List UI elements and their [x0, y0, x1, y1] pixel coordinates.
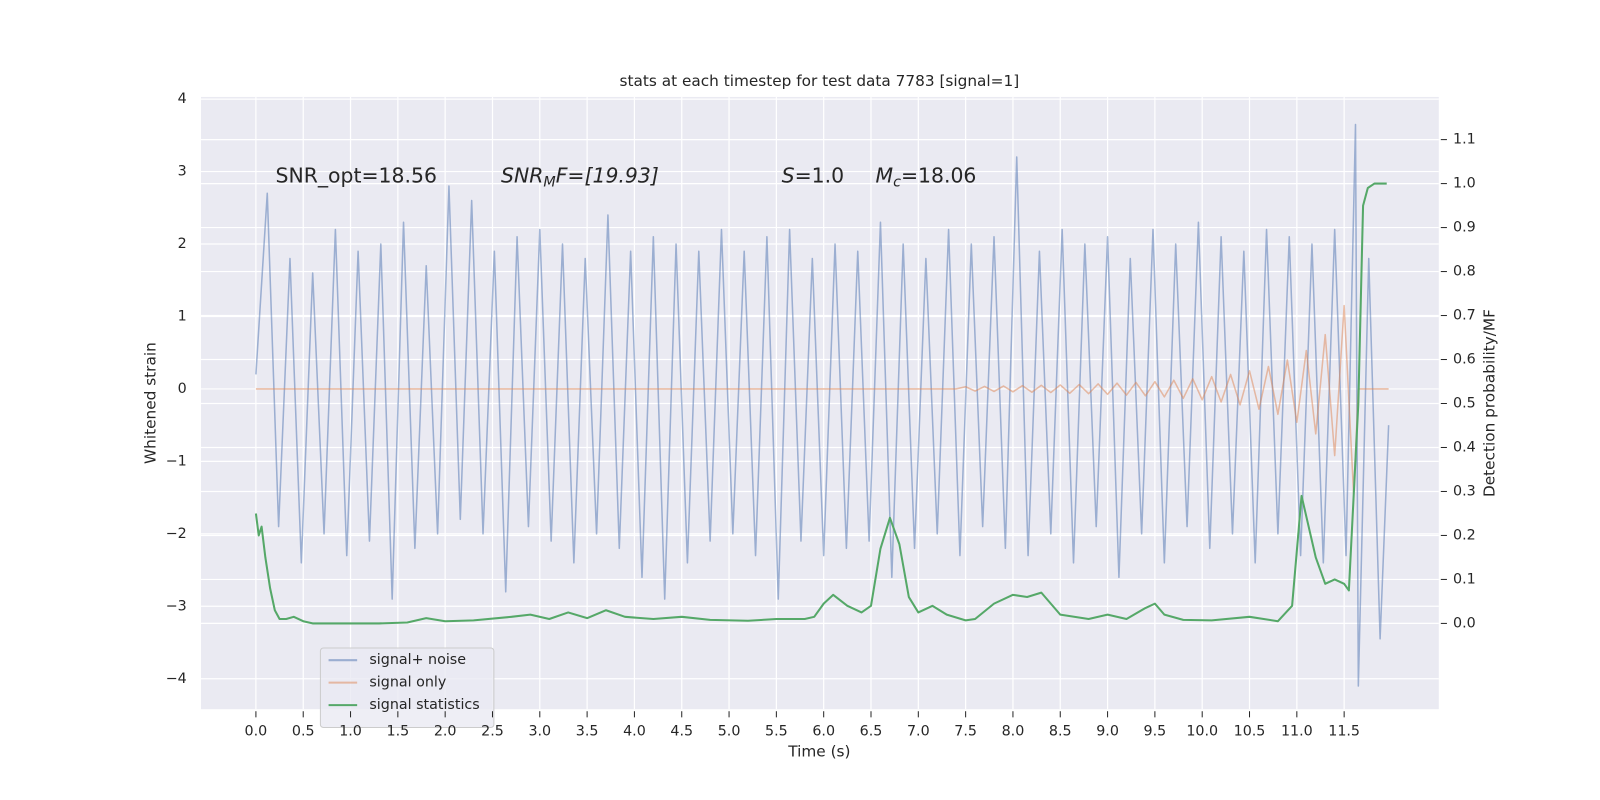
- annotation: S=1.0: [782, 164, 844, 188]
- x-tick-label: 4.0: [623, 724, 646, 740]
- annotation-part: c: [893, 175, 901, 191]
- chart-title: stats at each timestep for test data 778…: [620, 72, 1020, 90]
- x-tick-label: 7.0: [907, 724, 930, 740]
- annotation: SNRMF=[19.93]: [501, 164, 659, 191]
- x-tick-label: 6.5: [860, 724, 883, 740]
- y2-tick-label: 0.7: [1453, 308, 1476, 324]
- annotation: SNR_opt=18.56: [276, 164, 437, 189]
- y-tick-label: 1: [178, 308, 187, 324]
- annotation-part: S: [782, 164, 795, 188]
- x-tick-label: 3.5: [576, 724, 599, 740]
- series-line: [255, 304, 1389, 495]
- y-tick-label: −3: [166, 598, 187, 614]
- x-tick-label: 6.0: [812, 724, 835, 740]
- x-tick-label: 3.0: [528, 724, 551, 740]
- series-line: [254, 182, 1387, 625]
- x-tick-label: 1.0: [339, 724, 362, 740]
- x-tick-label: 2.0: [434, 724, 457, 740]
- annotation-part: M: [876, 164, 894, 188]
- x-tick-label: 5.5: [765, 724, 788, 740]
- x-tick-label: 10.5: [1234, 724, 1266, 740]
- x-tick-label: 11.5: [1328, 724, 1360, 740]
- x-tick-label: 9.0: [1096, 724, 1119, 740]
- annotation: Mc=18.06: [876, 164, 977, 191]
- legend: signal+ noise signal only signal statistic…: [319, 647, 495, 729]
- y2-tick-label: 0.2: [1453, 527, 1476, 543]
- y-tick-label: −1: [166, 453, 187, 469]
- x-tick-label: 0.5: [292, 724, 315, 740]
- y-tick-label: 0: [178, 381, 187, 397]
- annotation-part: =1.0: [795, 164, 845, 188]
- annotation-part: =18.06: [901, 164, 976, 188]
- y-tick-label: 2: [178, 236, 187, 252]
- y2-axis-label: Detection probability/MF: [1480, 309, 1498, 497]
- y-tick-label: 3: [178, 164, 187, 180]
- x-tick-label: 1.5: [387, 724, 410, 740]
- legend-label: signal+ noise: [369, 652, 466, 668]
- y2-tick-label: 0.4: [1453, 439, 1476, 455]
- y2-tick-label: 0.5: [1453, 396, 1476, 412]
- x-tick-label: 0.0: [245, 724, 268, 740]
- y2-tick-label: 0.0: [1453, 615, 1476, 631]
- annotation-part: SNR_opt=18.56: [276, 164, 437, 189]
- legend-label: signal only: [369, 675, 446, 691]
- x-tick-label: 4.5: [670, 724, 693, 740]
- x-axis-label: Time (s): [787, 743, 850, 761]
- lines: [254, 123, 1390, 687]
- x-tick-label: 8.0: [1002, 724, 1025, 740]
- legend-label: signal statistics: [369, 697, 479, 713]
- x-tick-label: 2.5: [481, 724, 504, 740]
- y2-tick-label: 1.0: [1453, 176, 1476, 192]
- x-tick-label: 5.0: [718, 724, 741, 740]
- annotation-part: M: [543, 175, 555, 191]
- x-tick-label: 8.5: [1049, 724, 1072, 740]
- x-tick-label: 7.5: [954, 724, 977, 740]
- annotations: SNR_opt=18.56 SNRMF=[19.93] S=1.0 Mc=18.06: [276, 164, 977, 191]
- y2-tick-label: 1.1: [1453, 132, 1476, 148]
- y-axis-label: Whitened strain: [142, 342, 160, 464]
- y2-tick-label: 0.3: [1453, 483, 1476, 499]
- annotation-part: F=[19.93]: [556, 164, 659, 188]
- legend-box: [319, 647, 495, 729]
- y2-tick-label: 0.6: [1453, 352, 1476, 368]
- y-tick-label: −4: [166, 671, 187, 687]
- annotation-part: SNR: [501, 164, 543, 188]
- y2-tick-label: 0.1: [1453, 571, 1476, 587]
- y-tick-label: 4: [178, 91, 187, 107]
- series-line: [255, 123, 1390, 687]
- x-tick-label: 9.5: [1144, 724, 1167, 740]
- x-tick-label: 10.0: [1186, 724, 1218, 740]
- y-tick-label: −2: [166, 526, 187, 542]
- x-tick-label: 11.0: [1281, 724, 1313, 740]
- y2-tick-label: 0.9: [1453, 220, 1476, 236]
- y2-tick-label: 0.8: [1453, 264, 1476, 280]
